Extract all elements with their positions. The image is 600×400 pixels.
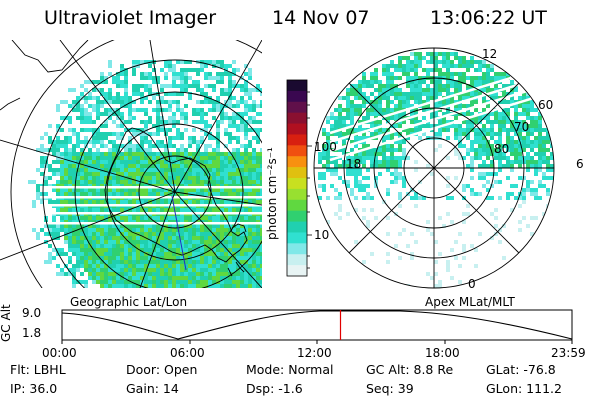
header-date: 14 Nov 07 xyxy=(272,7,370,29)
altitude-xtick-2359: 23:59 xyxy=(551,346,586,360)
info-door: Door: Open xyxy=(126,362,198,377)
altitude-ytick-1-8: 1.8 xyxy=(22,326,42,340)
geo-meridians xyxy=(0,40,262,288)
colorbar xyxy=(286,79,312,277)
info-ip: IP: 36.0 xyxy=(10,381,58,396)
mlt-label-0: 0 xyxy=(468,277,476,291)
altitude-curve xyxy=(61,310,573,340)
info-gain: Gain: 14 xyxy=(126,381,179,396)
colorbar-tick-100: 100 xyxy=(314,140,337,154)
altitude-ylabel: GC Alt xyxy=(0,304,13,342)
geographic-label: Geographic Lat/Lon xyxy=(70,295,188,309)
info-glon: GLon: 111.2 xyxy=(486,381,562,396)
altitude-xtick-0000: 00:00 xyxy=(42,346,77,360)
mlat-label-80: 80 xyxy=(494,142,510,156)
altitude-xtick-0600: 06:00 xyxy=(170,346,205,360)
geographic-image xyxy=(0,40,262,288)
info-mode: Mode: Normal xyxy=(246,362,334,377)
colorbar-tick-10: 10 xyxy=(314,228,330,242)
mlat-label-60: 60 xyxy=(538,98,554,112)
info-gc-alt: GC Alt: 8.8 Re xyxy=(366,362,454,377)
info-glat: GLat: -76.8 xyxy=(486,362,556,377)
right-aurora-pixels xyxy=(318,52,554,288)
mlat-mlt-image xyxy=(313,47,555,289)
info-flt: Flt: LBHL xyxy=(10,362,66,377)
header-time: 13:06:22 UT xyxy=(430,7,547,29)
mlt-label-6: 6 xyxy=(576,157,584,171)
info-seq: Seq: 39 xyxy=(366,381,414,396)
coastline xyxy=(104,127,248,263)
apex-label: Apex MLat/MLT xyxy=(425,295,515,309)
mlt-label-12: 12 xyxy=(482,47,498,61)
altitude-plot xyxy=(61,309,573,344)
colorbar-unit-label: photon cm⁻²s⁻¹ xyxy=(265,147,279,240)
mlt-label-18: 18 xyxy=(346,157,362,171)
altitude-xtick-1800: 18:00 xyxy=(425,346,460,360)
info-dsp: Dsp: -1.6 xyxy=(246,381,303,396)
altitude-x-ticks xyxy=(61,340,573,344)
altitude-xtick-1200: 12:00 xyxy=(297,346,332,360)
mlat-label-70: 70 xyxy=(514,120,530,134)
instrument-title: Ultraviolet Imager xyxy=(44,7,217,29)
colorbar-ticks xyxy=(307,91,312,269)
altitude-ytick-9: 9.0 xyxy=(22,306,42,320)
colorbar-scale xyxy=(287,80,307,277)
left-aurora-pixels xyxy=(28,60,262,288)
mlt-spokes xyxy=(314,48,554,288)
